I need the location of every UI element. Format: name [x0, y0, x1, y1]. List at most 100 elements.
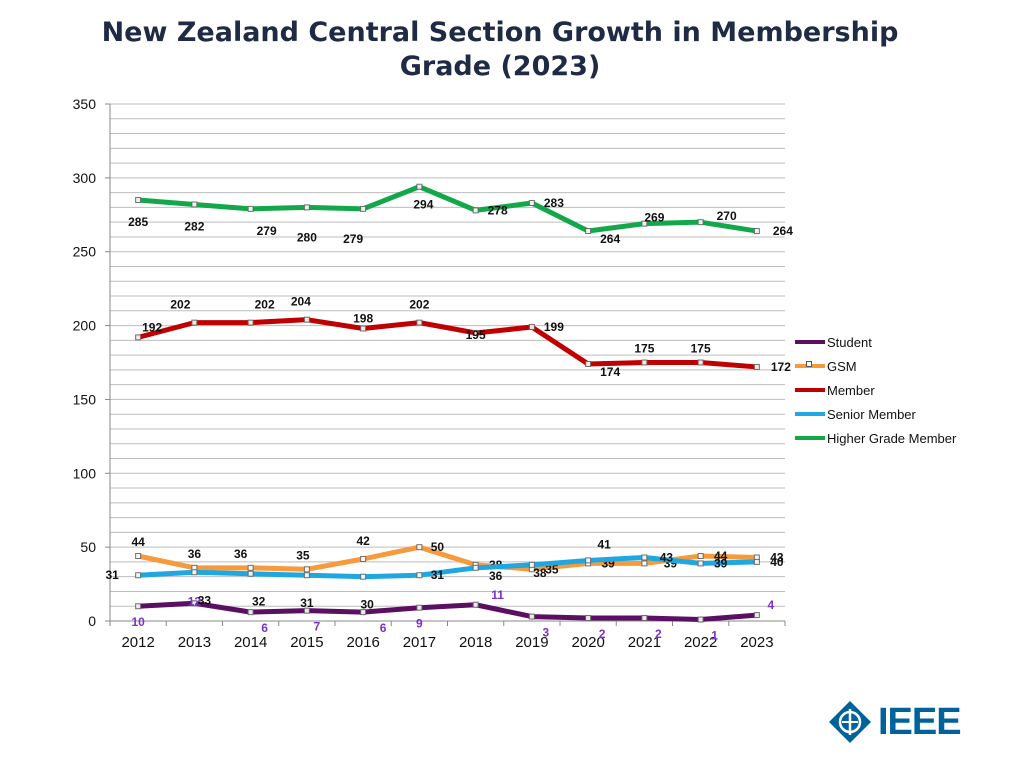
- data-point: [135, 603, 142, 610]
- data-point: [585, 360, 592, 367]
- data-point: [135, 553, 142, 560]
- data-point: [472, 329, 479, 336]
- data-point: [697, 219, 704, 226]
- data-point: [697, 553, 704, 560]
- data-label: 11: [491, 588, 504, 602]
- data-label: 174: [600, 365, 620, 379]
- data-label: 10: [131, 615, 145, 629]
- x-tick-label: 2013: [178, 634, 211, 651]
- data-label: 41: [597, 537, 611, 551]
- data-point: [753, 612, 760, 619]
- x-tick-label: 2018: [459, 634, 492, 651]
- data-point: [528, 324, 535, 331]
- y-tick-label: 0: [88, 613, 96, 629]
- data-point: [303, 572, 310, 579]
- data-point: [360, 555, 367, 562]
- x-tick-label: 2017: [403, 634, 436, 651]
- data-point: [416, 572, 423, 579]
- data-point: [641, 220, 648, 227]
- data-point: [191, 201, 198, 208]
- legend-label-higher-grade-member: Higher Grade Member: [827, 430, 957, 446]
- series-line-senior-member: [135, 554, 760, 580]
- data-point: [247, 609, 254, 616]
- data-label: 31: [105, 568, 119, 582]
- data-label: 50: [431, 540, 445, 554]
- data-label: 33: [198, 593, 212, 607]
- data-point: [416, 319, 423, 326]
- data-point: [585, 557, 592, 564]
- data-label: 36: [188, 547, 202, 561]
- data-point: [528, 199, 535, 206]
- data-label: 6: [380, 621, 387, 635]
- x-tick-label: 2012: [121, 634, 154, 651]
- data-label: 31: [300, 596, 314, 610]
- y-tick-label: 250: [73, 244, 97, 260]
- data-point: [753, 228, 760, 235]
- x-tick-label: 2016: [346, 634, 379, 651]
- data-label: 36: [234, 547, 248, 561]
- legend-item-higher-grade-member: Higher Grade Member: [795, 426, 956, 450]
- data-label: 9: [416, 617, 423, 631]
- data-label: 2: [655, 627, 662, 641]
- data-label: 12: [188, 594, 202, 608]
- data-label: 279: [343, 232, 363, 246]
- data-point: [416, 183, 423, 190]
- data-point: [416, 544, 423, 551]
- data-label: 264: [773, 224, 793, 238]
- data-label: 280: [297, 230, 317, 244]
- data-label: 283: [544, 196, 564, 210]
- series-line-gsm: [135, 544, 760, 572]
- data-point: [585, 228, 592, 235]
- data-label: 264: [600, 232, 620, 246]
- data-label: 285: [128, 215, 148, 229]
- data-label: 42: [356, 534, 370, 548]
- data-label: 204: [291, 295, 311, 309]
- ieee-diamond-icon: [829, 701, 871, 743]
- x-tick-label: 2021: [628, 634, 661, 651]
- data-label: 175: [691, 342, 711, 356]
- data-label: 1: [711, 629, 718, 643]
- legend-label-senior-member: Senior Member: [827, 406, 916, 422]
- data-point: [135, 572, 142, 579]
- data-point: [191, 600, 198, 607]
- data-label: 269: [644, 211, 664, 225]
- data-point: [753, 363, 760, 370]
- x-tick-label: 2020: [571, 634, 604, 651]
- data-point: [472, 207, 479, 214]
- data-label: 294: [413, 198, 433, 212]
- y-tick-label: 50: [80, 539, 96, 555]
- data-label: 39: [714, 556, 728, 570]
- data-point: [472, 601, 479, 608]
- data-point: [416, 604, 423, 611]
- data-label: 36: [489, 569, 503, 583]
- legend-item-student: Student: [795, 330, 956, 354]
- data-point: [247, 570, 254, 577]
- legend-label-student: Student: [827, 334, 872, 350]
- x-tick-label: 2014: [234, 634, 267, 651]
- legend-label-gsm: GSM: [827, 358, 857, 374]
- data-point: [641, 560, 648, 567]
- data-point: [585, 615, 592, 622]
- legend-item-member: Member: [795, 378, 956, 402]
- y-tick-label: 350: [73, 96, 97, 112]
- data-label: 172: [771, 360, 791, 374]
- legend-item-senior-member: Senior Member: [795, 402, 956, 426]
- data-label: 195: [466, 328, 486, 342]
- data-point: [191, 569, 198, 576]
- data-point: [641, 554, 648, 561]
- y-tick-label: 300: [73, 170, 97, 186]
- data-point: [247, 564, 254, 571]
- data-label: 4: [768, 598, 775, 612]
- data-point: [360, 609, 367, 616]
- ieee-logo: IEEE: [828, 700, 962, 744]
- data-label: 35: [296, 548, 310, 562]
- x-tick-label: 2023: [740, 634, 773, 651]
- data-label: 31: [431, 568, 445, 582]
- data-point: [303, 316, 310, 323]
- data-point: [528, 561, 535, 568]
- y-tick-label: 100: [73, 465, 97, 481]
- y-tick-label: 150: [73, 391, 97, 407]
- data-label: 279: [257, 224, 277, 238]
- data-label: 202: [255, 298, 275, 312]
